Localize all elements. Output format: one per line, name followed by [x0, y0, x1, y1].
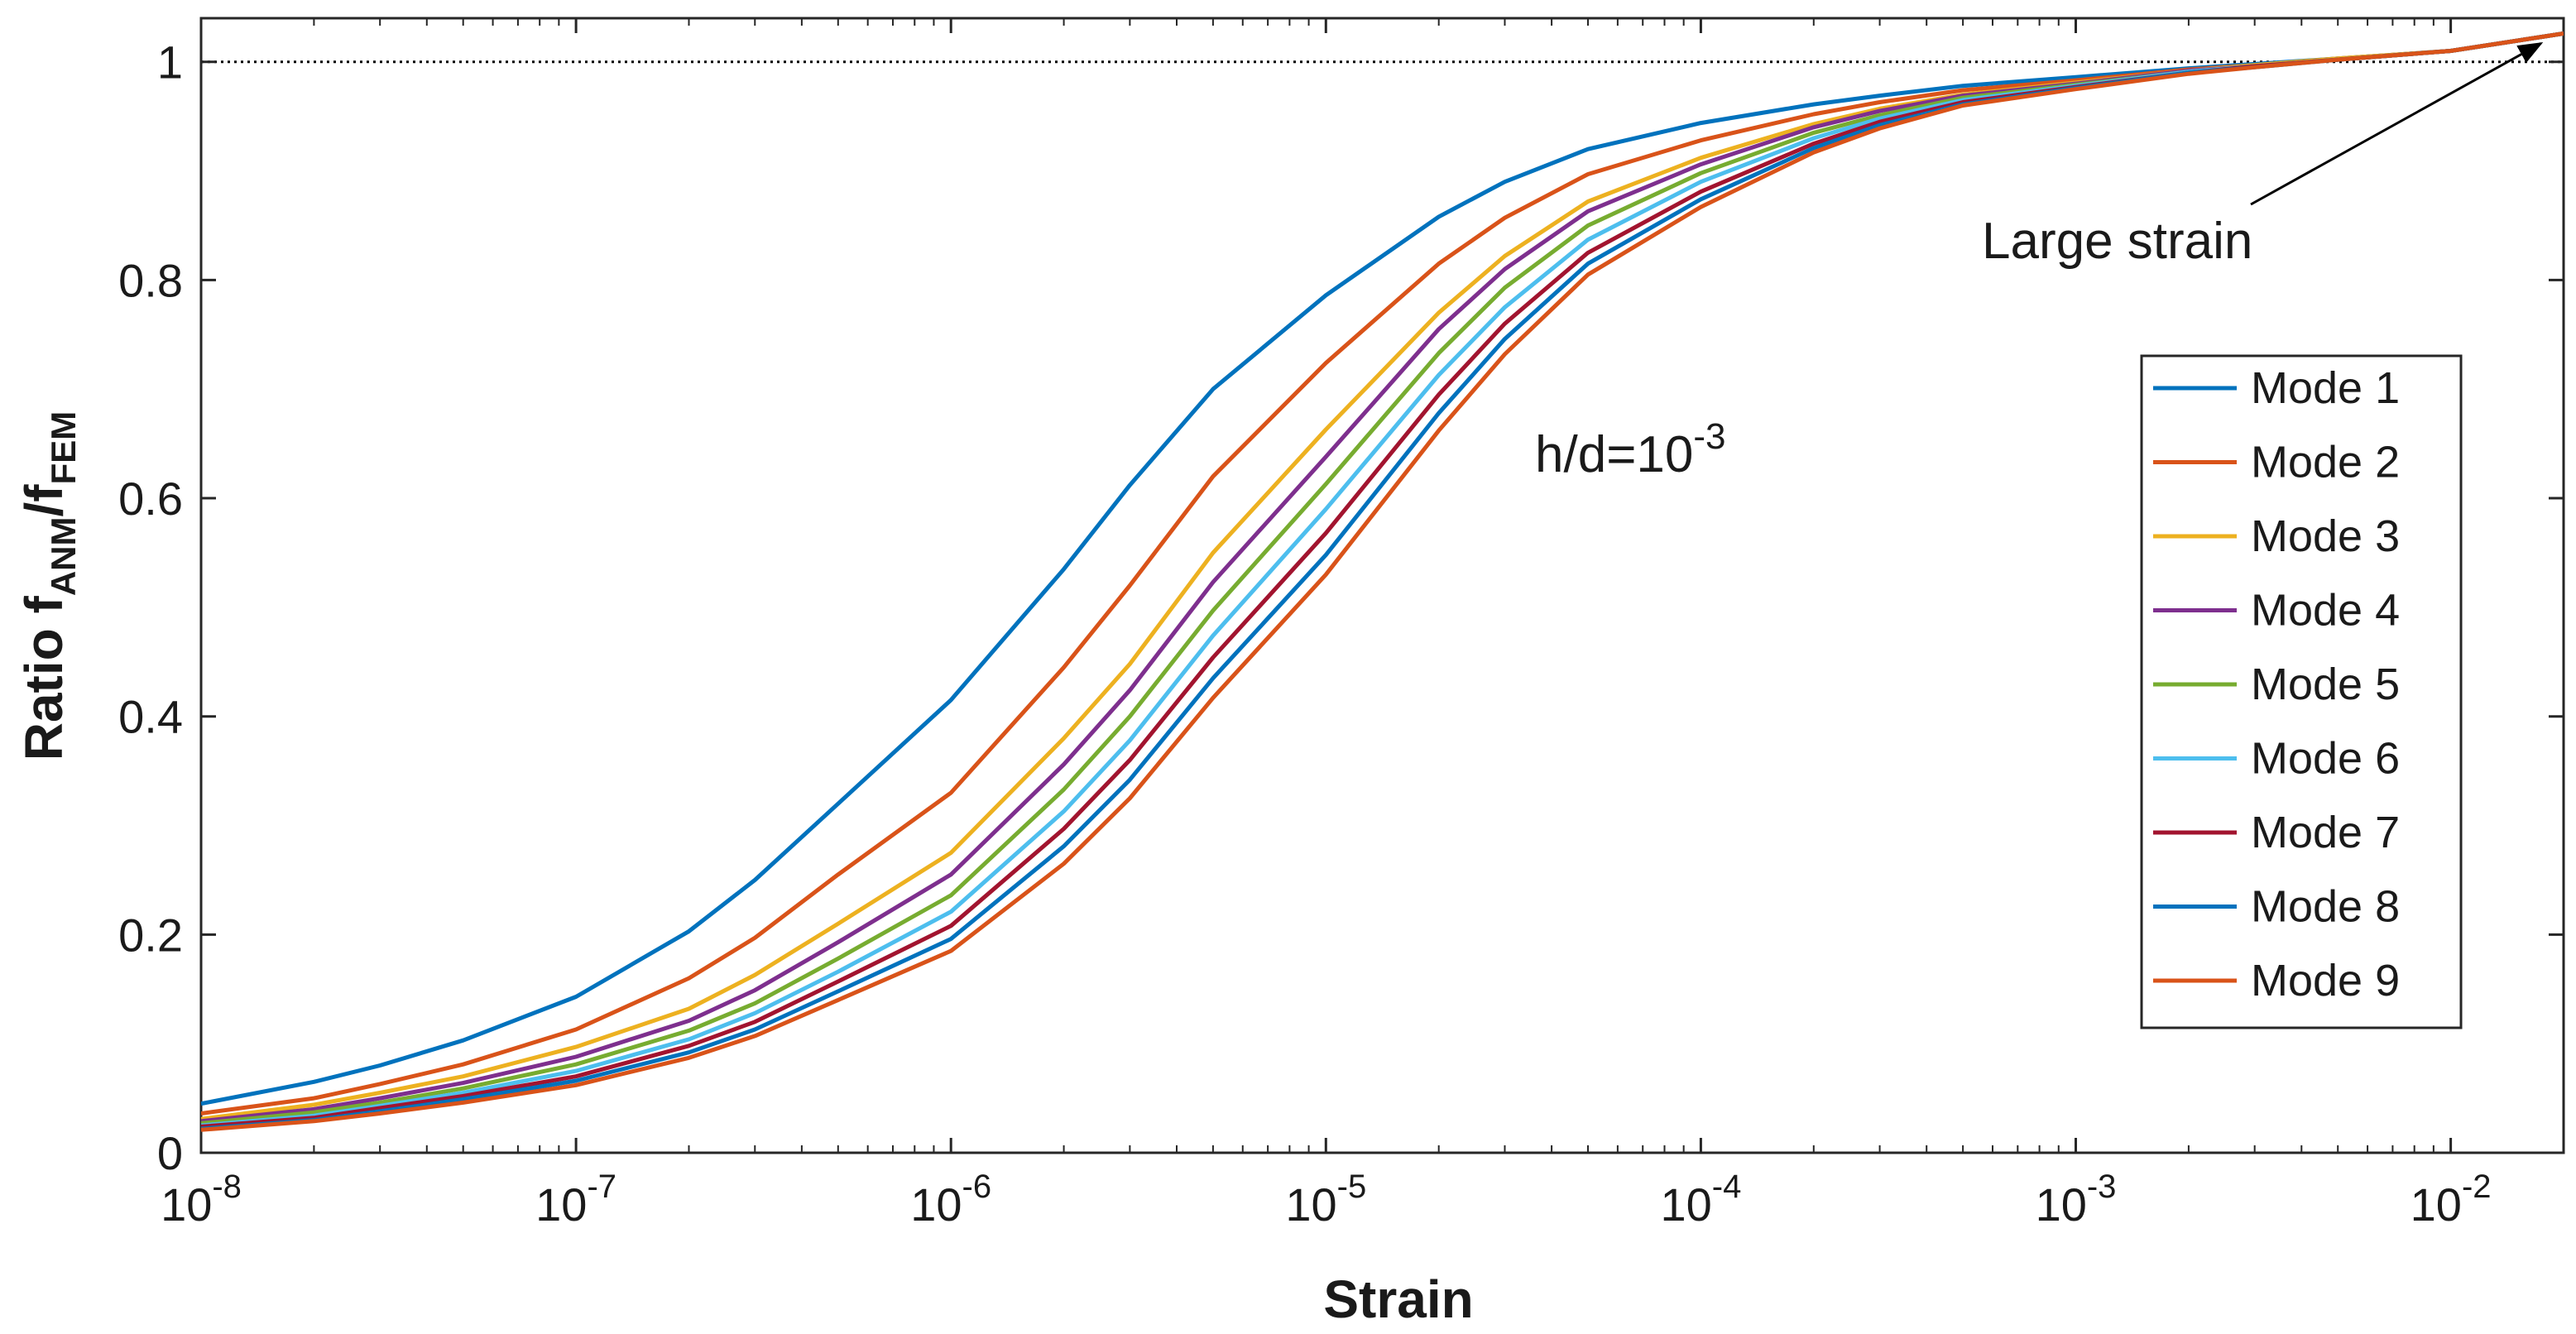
x-tick-label: 10-8 [161, 1168, 242, 1231]
x-tick-label-exp: -4 [1712, 1168, 1742, 1205]
x-tick-label-exp: -7 [587, 1168, 616, 1205]
legend-label-mode-7: Mode 7 [2251, 808, 2400, 857]
series-line-mode-9 [201, 31, 2564, 1132]
x-tick-label: 10-7 [535, 1168, 616, 1231]
series-group [201, 31, 2564, 1132]
annotation-large-strain-arrow [2250, 42, 2544, 206]
legend-label-mode-2: Mode 2 [2251, 438, 2400, 487]
x-tick-label-exp: -6 [962, 1168, 992, 1205]
x-tick-label-exp: -8 [212, 1168, 242, 1205]
annotation-large-strain: Large strain [1982, 213, 2252, 270]
x-tick-labels: 10-8 10-7 10-6 10-5 10-4 10-3 10-2 [161, 1168, 2491, 1231]
y-axis-title-mid: /f [14, 484, 74, 517]
y-axis-title: Ratio fANM/fFEM [14, 411, 83, 761]
x-tick-label-base: 10 [535, 1178, 587, 1231]
annotation-hd-base: h/d=10 [1535, 426, 1693, 483]
y-tick-labels: 0 0.2 0.4 0.6 0.8 1 [118, 36, 183, 1179]
x-tick-label-base: 10 [910, 1178, 962, 1231]
legend-label-mode-1: Mode 1 [2251, 363, 2400, 413]
x-tick-label-exp: -5 [1337, 1168, 1367, 1205]
x-tick-label: 10-5 [1285, 1168, 1366, 1231]
x-tick-label-exp: -3 [2087, 1168, 2117, 1205]
x-tick-label: 10-6 [910, 1168, 991, 1231]
legend-box [2140, 354, 2463, 1029]
annotation-hd: h/d=10-3 [1535, 416, 1725, 483]
x-tick-label: 10-2 [2411, 1168, 2492, 1231]
legend-label-mode-9: Mode 9 [2251, 956, 2400, 1005]
legend-label-mode-5: Mode 5 [2251, 660, 2400, 709]
axis-ticks [199, 18, 2564, 1154]
legend: Mode 1 Mode 2 Mode 3 Mode 4 Mode 5 Mode 6 Mode… [2140, 354, 2463, 1029]
legend-label-mode-3: Mode 3 [2251, 511, 2400, 561]
x-tick-label: 10-3 [2036, 1168, 2117, 1231]
legend-label-mode-4: Mode 4 [2251, 586, 2400, 636]
y-tick-label: 0.2 [118, 909, 183, 961]
x-axis-title: Strain [1323, 1269, 1473, 1329]
x-tick-label-base: 10 [1285, 1178, 1336, 1231]
y-axis-title-main: Ratio f [14, 595, 74, 761]
annotation-hd-exp: -3 [1693, 416, 1725, 457]
legend-label-mode-6: Mode 6 [2251, 734, 2400, 784]
legend-label-mode-8: Mode 8 [2251, 882, 2400, 932]
x-tick-label-exp: -2 [2462, 1168, 2492, 1205]
x-tick-label-base: 10 [2036, 1178, 2087, 1231]
y-tick-label: 0.4 [118, 691, 183, 743]
x-tick-label-base: 10 [1660, 1178, 1711, 1231]
x-tick-label-base: 10 [161, 1178, 212, 1231]
y-axis-title-sub1: ANM [44, 517, 83, 597]
y-tick-label: 0 [157, 1127, 183, 1179]
y-tick-label: 0.8 [118, 254, 183, 306]
y-tick-label: 0.6 [118, 473, 183, 525]
x-tick-label-base: 10 [2411, 1178, 2462, 1231]
y-axis-title-sub2: FEM [44, 411, 83, 485]
x-tick-label: 10-4 [1660, 1168, 1741, 1231]
y-tick-label: 1 [157, 36, 183, 89]
